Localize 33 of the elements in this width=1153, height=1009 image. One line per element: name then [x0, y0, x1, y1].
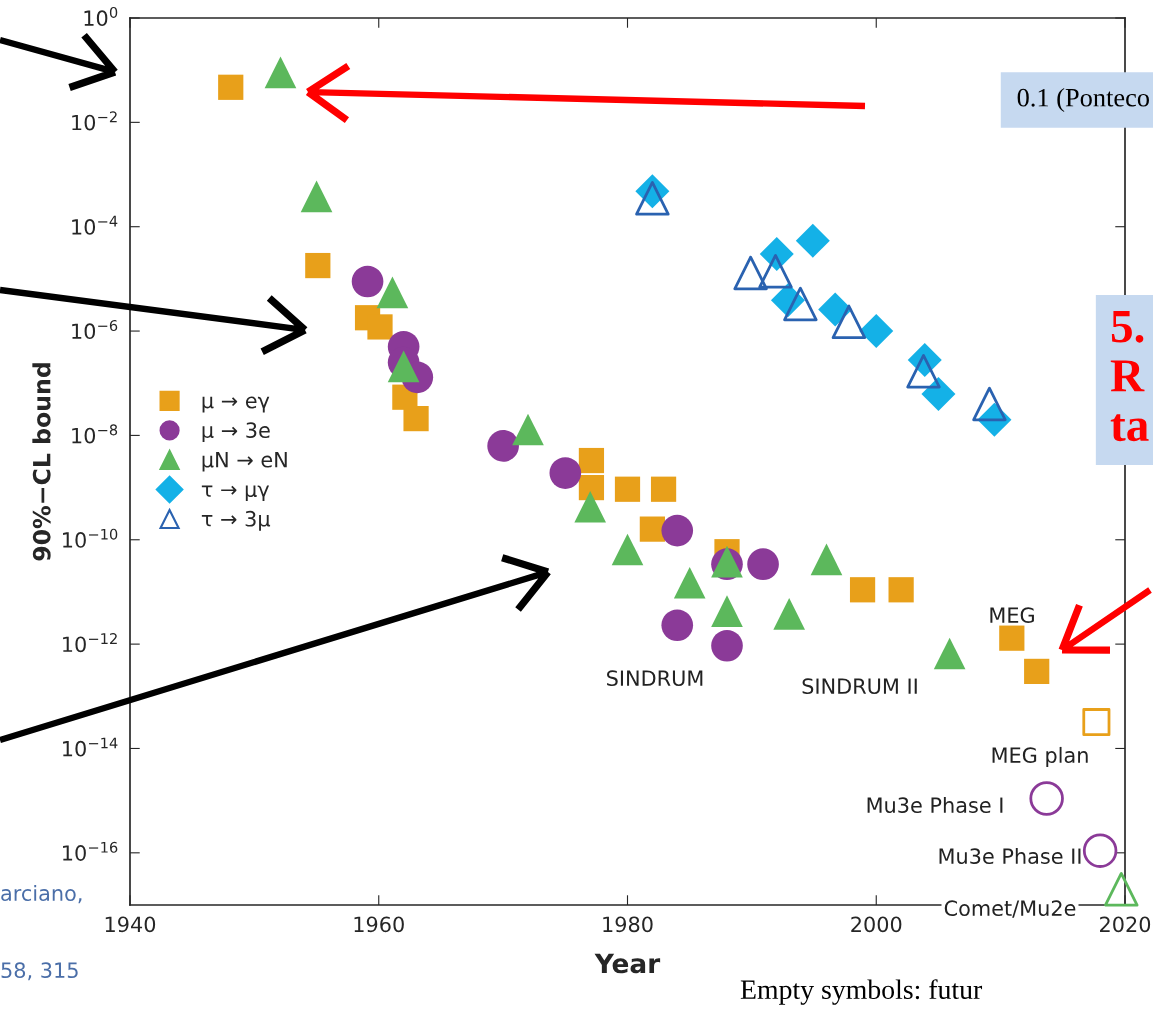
- annotation: SINDRUM II: [802, 678, 917, 695]
- legend-label: μN → eN: [202, 452, 287, 472]
- x-tick-label: 2020: [1100, 916, 1151, 933]
- legend-label: τ → 3μ: [201, 510, 271, 531]
- x-tick-label: 1960: [354, 916, 404, 933]
- y-tick-label: 10$^{−12}$: [63, 633, 117, 653]
- y-tick-label: 10$^{0}$: [84, 6, 118, 27]
- text: arciano,: [1, 884, 82, 904]
- y-axis-title: 90%−CL bound: [32, 363, 51, 561]
- y-tick-label: 10$^{−14}$: [63, 737, 118, 757]
- y-tick-label: 10$^{−2}$: [72, 111, 117, 131]
- annotation: 5. R ta: [1110, 311, 1149, 442]
- annotation: Comet/Mu2e: [944, 900, 1076, 918]
- annotation: MEG: [990, 607, 1034, 624]
- annotation: SINDRUM: [607, 670, 703, 687]
- legend-label: μ → eγ: [202, 396, 270, 413]
- y-tick-label: 10$^{−4}$: [72, 215, 118, 235]
- y-tick-label: 10$^{−6}$: [72, 320, 118, 340]
- legend-label: τ → μγ: [201, 485, 270, 502]
- text: 58, 315: [1, 962, 78, 981]
- annotation: Mu3e Phase II: [939, 847, 1081, 865]
- annotation: MEG plan: [992, 746, 1088, 768]
- y-tick-label: 10$^{−8}$: [72, 424, 118, 444]
- y-tick-label: 10$^{−16}$: [63, 841, 118, 861]
- x-tick-label: 2000: [851, 916, 902, 933]
- x-tick-label: 1980: [603, 916, 653, 933]
- legend-label: μ → 3e: [202, 422, 270, 443]
- annotation: Mu3e Phase I: [867, 796, 1003, 814]
- x-axis-title: Year: [594, 953, 661, 974]
- y-tick-label: 10$^{−10}$: [63, 528, 118, 548]
- annotation: 0.1 (Ponteco: [1017, 88, 1149, 112]
- text: Empty symbols: futur: [740, 979, 983, 1005]
- x-tick-label: 1940: [105, 916, 156, 933]
